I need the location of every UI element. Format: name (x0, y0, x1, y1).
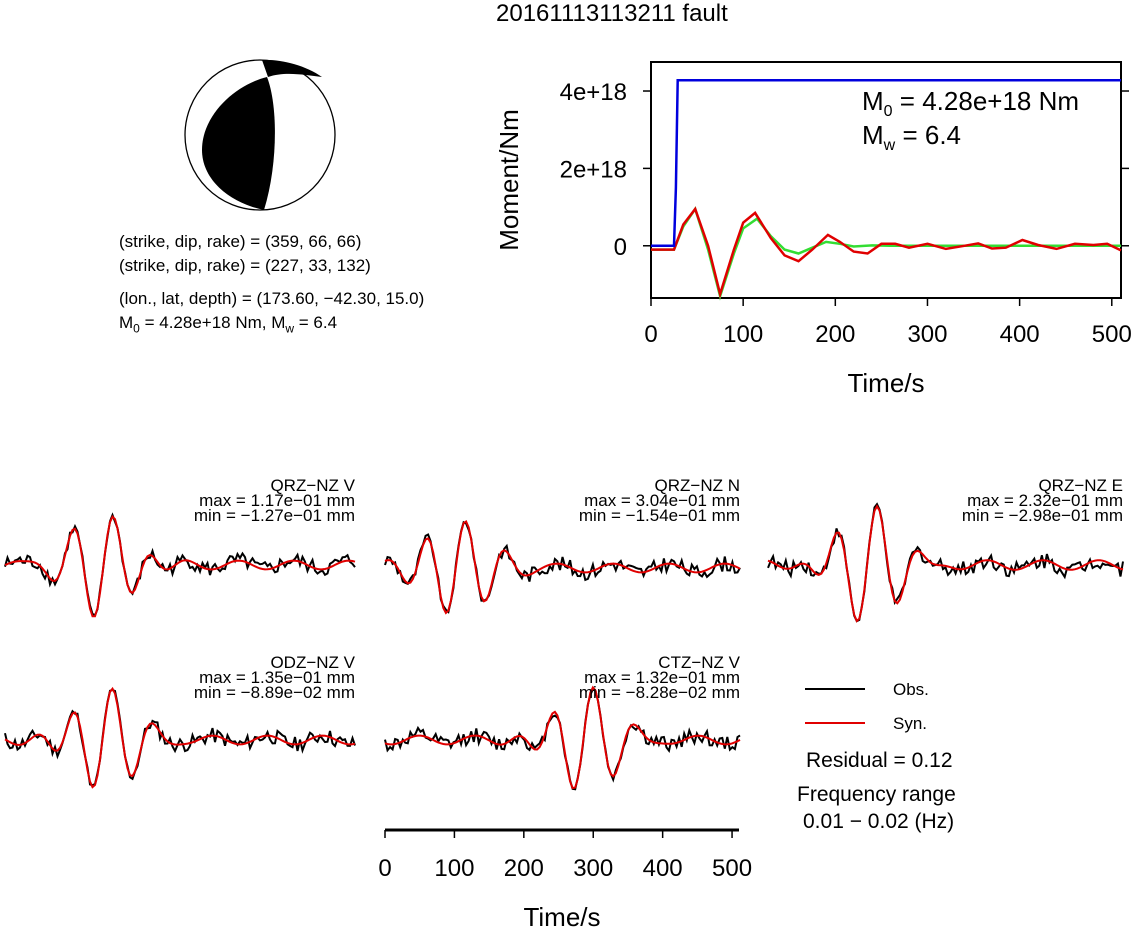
beachball-compression-cap (262, 59, 322, 77)
wave-x-tick-label: 400 (643, 855, 683, 882)
moment-y-axis-label: Moment/Nm (494, 109, 524, 251)
wave-x-tick-label: 100 (434, 855, 474, 882)
waveform-synthetic (767, 504, 1124, 623)
waveform-observed (4, 512, 356, 617)
waveform-observed (384, 520, 741, 614)
waveform-synthetic (4, 686, 356, 789)
moment-y-tick-label: 4e+18 (560, 79, 627, 106)
location-depth: (lon., lat, depth) = (173.60, −42.30, 15… (119, 289, 425, 308)
wave-x-axis-label: Time/s (523, 902, 600, 927)
moment-plot-frame (650, 61, 1122, 299)
focal-mechanism-beachball (184, 59, 336, 211)
wave-x-tick-label: 0 (378, 855, 391, 882)
station-min: min = −1.27e−01 mm (193, 506, 355, 525)
legend-syn-label: Syn. (893, 714, 928, 733)
moment-series-blue (651, 78, 1121, 248)
station-name: ODZ−NZ V (270, 653, 355, 672)
station-name: CTZ−NZ V (658, 653, 740, 672)
waveform-synthetic (4, 514, 356, 618)
figure-title: 20161113113211 fault (496, 0, 728, 27)
station-max: max = 1.32e−01 mm (584, 668, 740, 687)
moment-x-tick-label: 200 (815, 321, 855, 348)
moment-x-tick-label: 0 (644, 321, 657, 348)
moment-x-tick-label: 100 (723, 321, 763, 348)
moment-summary: M0 = 4.28e+18 Nm, Mw = 6.4 (119, 313, 338, 336)
moment-y-tick-label: 2e+18 (560, 156, 627, 183)
station-max: max = 3.04e−01 mm (584, 491, 740, 510)
station-name: QRZ−NZ V (270, 476, 355, 495)
waveform-synthetic (384, 520, 741, 615)
station-min: min = −8.89e−02 mm (193, 683, 355, 702)
moment-m0-annotation: M0 = 4.28e+18 Nm (862, 86, 1080, 121)
nodal-plane-2: (strike, dip, rake) = (227, 33, 132) (119, 256, 371, 275)
wave-x-tick-label: 200 (504, 855, 544, 882)
waveform-observed (767, 502, 1124, 623)
station-min: min = −2.98e−01 mm (961, 506, 1123, 525)
station-name: QRZ−NZ E (1038, 476, 1123, 495)
wave-x-tick-label: 300 (573, 855, 613, 882)
legend-syn-line (805, 722, 865, 724)
moment-x-tick-label: 500 (1092, 321, 1132, 348)
beachball-compression-lens (202, 77, 275, 210)
station-min: min = −1.54e−01 mm (578, 506, 740, 525)
waveform-panels: 0 100 200 300 400 500 Time/s (4, 502, 1124, 927)
station-max: max = 1.17e−01 mm (199, 491, 355, 510)
moment-chart: 0 100 200 300 400 500 0 2e+18 4e+18 Time/s Moment/… (494, 61, 1132, 398)
moment-mw-annotation: Mw = 6.4 (862, 120, 962, 155)
station-name: QRZ−NZ N (654, 476, 740, 495)
legend-obs-label: Obs. (893, 680, 929, 699)
legend-obs-line (805, 688, 865, 690)
nodal-plane-1: (strike, dip, rake) = (359, 66, 66) (119, 232, 362, 251)
moment-x-tick-label: 400 (1000, 321, 1040, 348)
frequency-range-value: 0.01 − 0.02 (Hz) (803, 810, 955, 833)
moment-series-red (651, 206, 1122, 299)
moment-series-green (651, 206, 1121, 301)
frequency-range-title: Frequency range (797, 783, 956, 806)
station-max: max = 2.32e−01 mm (967, 491, 1123, 510)
residual-text: Residual = 0.12 (806, 749, 953, 772)
moment-x-tick-label: 300 (907, 321, 947, 348)
waveform-observed (4, 688, 356, 787)
station-min: min = −8.28e−02 mm (578, 683, 740, 702)
wave-x-tick-label: 500 (712, 855, 752, 882)
waveform-synthetic (384, 685, 741, 790)
moment-y-tick-label: 0 (614, 234, 627, 261)
moment-x-axis-label: Time/s (847, 368, 924, 398)
station-max: max = 1.35e−01 mm (199, 668, 355, 687)
